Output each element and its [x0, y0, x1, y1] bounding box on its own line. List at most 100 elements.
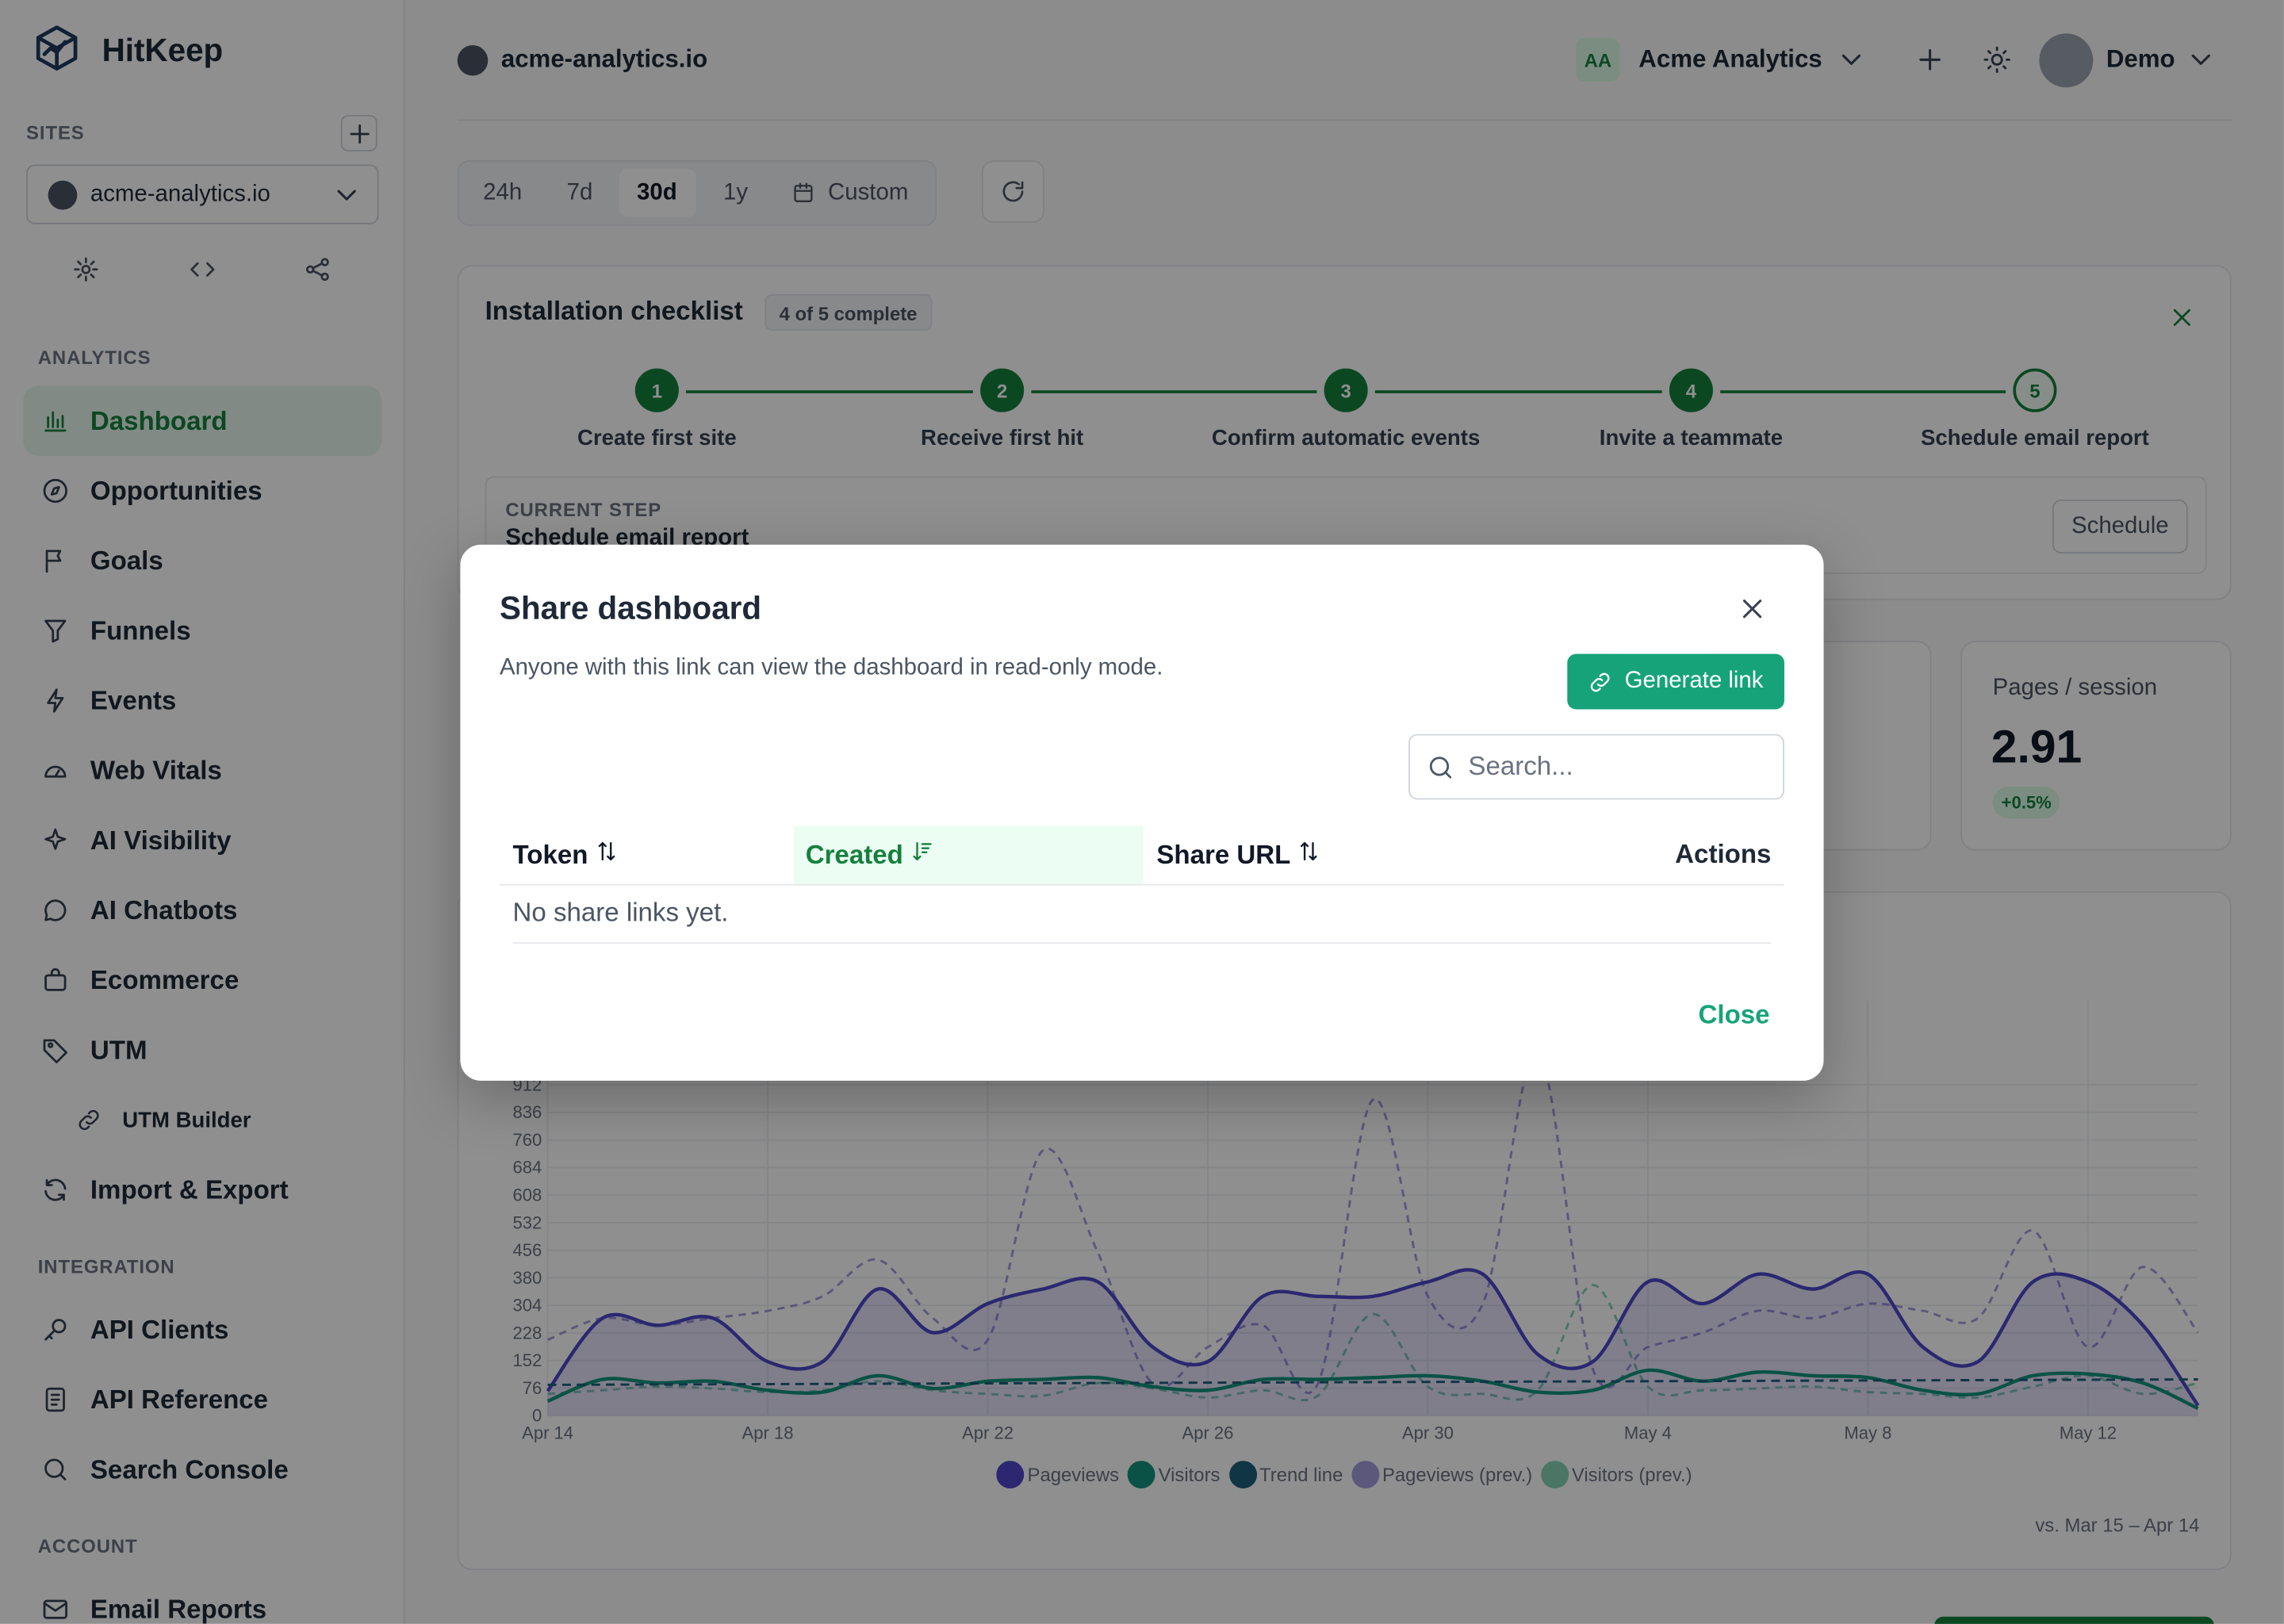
schedule-button[interactable]: Schedule [2052, 499, 2188, 553]
nav-item[interactable]: UTM [23, 1015, 381, 1085]
nav-item[interactable]: Import & Export [23, 1155, 381, 1225]
bottom-button [1934, 1616, 2214, 1624]
icon [44, 899, 67, 921]
series-line [547, 1284, 2198, 1402]
theme-toggle[interactable] [1983, 45, 2012, 82]
icon-part [50, 485, 60, 496]
icon-part [337, 190, 356, 201]
icon [44, 1319, 67, 1341]
legend-swatch [1541, 1460, 1569, 1488]
modal-title: Share dashboard [499, 589, 762, 626]
close-button[interactable]: Close [1698, 999, 1770, 1029]
range-button[interactable]: Custom [828, 180, 909, 205]
icon-part [79, 1109, 99, 1130]
icon [44, 828, 67, 850]
user-chevron[interactable] [2185, 44, 2217, 83]
stat-label: Pages / session [1992, 676, 2158, 701]
generate-link-button[interactable]: Generate link [1567, 653, 1784, 710]
nav-item[interactable]: API Clients [23, 1295, 381, 1365]
nav-item-label: Opportunities [90, 475, 263, 505]
nav-item-label: Events [90, 685, 177, 714]
legend-label: Visitors [1158, 1462, 1221, 1485]
nav-item[interactable]: Dashboard [23, 385, 382, 456]
range-button[interactable]: 24h [483, 180, 523, 205]
legend-swatch [996, 1460, 1025, 1488]
modal-close-icon[interactable] [1736, 593, 1768, 633]
range-selected [619, 169, 696, 217]
y-tick-label: 684 [512, 1158, 542, 1178]
icon-part [1991, 53, 2003, 66]
empty-message: No share links yet. [512, 898, 729, 928]
step-label: Confirm automatic events [1211, 426, 1481, 451]
nav-item[interactable]: Email Reports [23, 1574, 381, 1623]
icon-part [320, 258, 329, 266]
nav-item-label: UTM [90, 1034, 148, 1064]
icon [43, 478, 67, 504]
add-button[interactable] [1914, 44, 1945, 83]
series-area [547, 1270, 2198, 1416]
legend-item[interactable]: Visitors [1128, 1459, 1220, 1488]
legend-item[interactable]: Pageviews (prev.) [1351, 1459, 1532, 1488]
site-tool[interactable] [303, 255, 332, 291]
icon-part [44, 765, 67, 778]
nav-item[interactable]: Events [23, 665, 381, 735]
icon-part [44, 1178, 67, 1201]
nav-item-label: AI Visibility [90, 825, 232, 855]
site-tool[interactable] [188, 255, 217, 291]
nav-item[interactable]: API Reference [23, 1365, 381, 1434]
nav-item[interactable]: Search Console [23, 1434, 381, 1504]
icon [337, 190, 356, 201]
nav-item[interactable]: AI Chatbots [23, 875, 381, 945]
org-chevron[interactable] [1835, 44, 1867, 83]
nav-item[interactable]: Goals [23, 526, 381, 596]
current-label: CURRENT STEP [505, 499, 662, 521]
range-button[interactable]: 1y [723, 180, 749, 205]
site-tool[interactable] [71, 255, 101, 291]
icon-part [47, 688, 64, 713]
legend: Pageviews Visitors Trend line Pageviews (pr… [458, 1459, 2232, 1488]
icon-part [913, 841, 932, 861]
nav-item[interactable]: AI Visibility [23, 806, 381, 875]
table-header[interactable]: Share URL [1156, 839, 1321, 871]
icon-part [1742, 599, 1762, 619]
legend-item[interactable]: Trend line [1228, 1459, 1343, 1488]
icon-part [2173, 308, 2190, 326]
icon-part [36, 36, 78, 71]
icon-part [59, 1473, 67, 1480]
y-tick-label: 152 [512, 1350, 542, 1370]
icon-part [1301, 841, 1317, 861]
add-site[interactable] [340, 115, 377, 152]
site-select[interactable]: acme-analytics.io [26, 164, 379, 224]
legend-item[interactable]: Pageviews [996, 1459, 1119, 1488]
legend-item[interactable]: Visitors (prev.) [1541, 1459, 1692, 1488]
icon-part [45, 1387, 65, 1412]
user-name: Demo [2106, 44, 2175, 73]
search-box[interactable]: Search... [1408, 733, 1784, 800]
series-line [546, 1268, 2200, 1407]
icon-part [81, 264, 91, 274]
icon [43, 1599, 67, 1619]
icon [1591, 672, 1611, 691]
checklist-close[interactable] [2167, 303, 2197, 339]
nav-item[interactable]: Funnels [23, 596, 381, 665]
nav-item[interactable]: Opportunities [23, 456, 381, 526]
range-button[interactable]: 30d [637, 180, 677, 205]
refresh-button[interactable] [981, 160, 1044, 224]
range-button[interactable]: 7d [566, 180, 593, 205]
nav-item[interactable]: Ecommerce [23, 945, 381, 1015]
nav-item[interactable]: UTM Builder [23, 1085, 381, 1155]
stat-card: Pages / session 2.91 +0.5% [1960, 641, 2232, 851]
x-tick-label: May 8 [1844, 1423, 1891, 1443]
table-header[interactable]: Created [806, 839, 934, 871]
x-tick-label: Apr 14 [522, 1423, 573, 1443]
modal: Share dashboard Anyone with this link can… [460, 544, 1824, 1081]
modal-description: Anyone with this link can view the dashb… [499, 655, 1163, 680]
table-header[interactable]: Token [513, 839, 619, 871]
nav-item-label: Email Reports [90, 1594, 267, 1624]
nav-section-label: ANALYTICS [37, 346, 151, 368]
org-initials: AA [1576, 37, 1620, 82]
nav-section-label: ACCOUNT [37, 1534, 138, 1557]
nav-item-label: API Clients [90, 1314, 229, 1344]
icon [1919, 49, 1941, 71]
nav-item[interactable]: Web Vitals [23, 736, 381, 806]
